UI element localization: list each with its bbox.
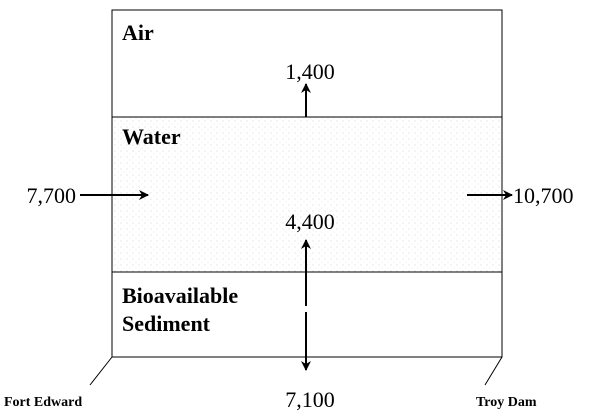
flow-label: 1,400 [285, 59, 335, 84]
location-label: Fort Edward [4, 395, 82, 410]
flow-label: 7,700 [27, 183, 77, 208]
compartment-label: Air [122, 20, 154, 45]
arrows [80, 83, 513, 371]
perspective-line [484, 356, 503, 386]
perspective-line [89, 356, 113, 386]
compartment-label: Bioavailable [122, 283, 238, 308]
flow-label: 7,100 [285, 387, 335, 412]
flow-label: 4,400 [285, 209, 335, 234]
compartment-label: Sediment [122, 311, 211, 336]
location-label: Troy Dam [476, 395, 537, 410]
flow-label: 10,700 [513, 183, 574, 208]
compartment-label: Water [122, 124, 181, 149]
